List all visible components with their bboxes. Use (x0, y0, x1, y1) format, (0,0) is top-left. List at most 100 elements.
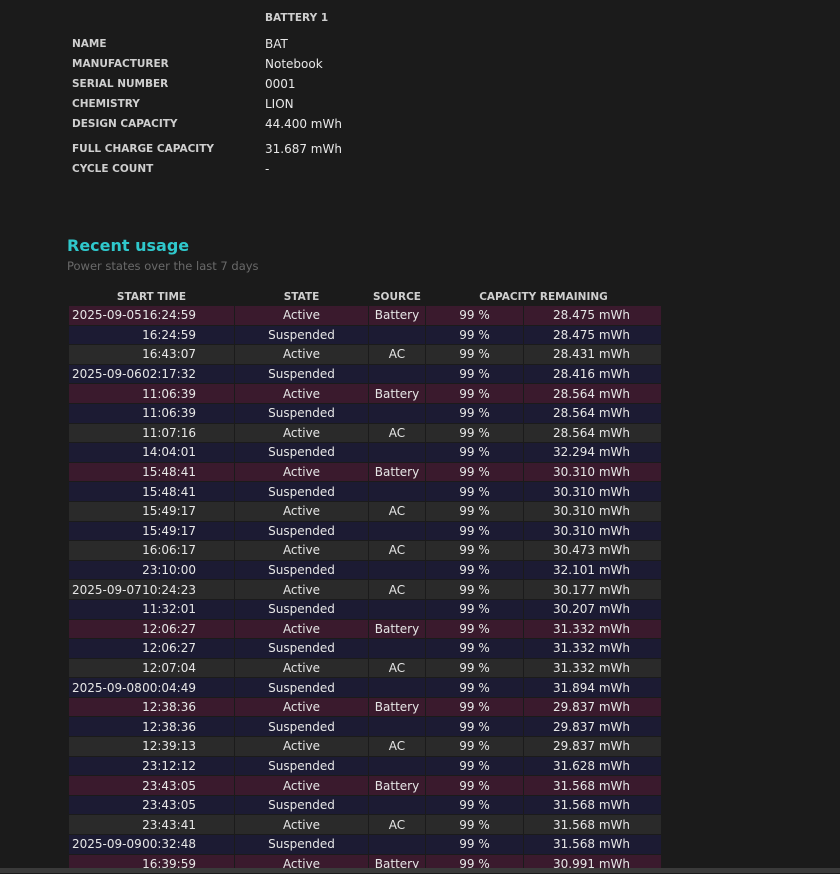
time: 16:06:17 (142, 543, 196, 558)
source-cell (368, 598, 426, 620)
start-time-cell: 2025-09-05 16:24:59 (68, 305, 235, 326)
state-cell: Active (234, 736, 369, 757)
field-value: Notebook (265, 57, 323, 71)
capacity-cell: 32.101 mWh (523, 559, 662, 581)
source-cell (368, 520, 426, 542)
time: 10:24:23 (142, 582, 196, 597)
source-cell (368, 402, 426, 424)
table-row: 15:49:17 Active AC 99 % 30.310 mWh (68, 500, 662, 522)
state-cell: Suspended (234, 402, 369, 424)
field-value: - (265, 162, 270, 176)
capacity-cell: 29.837 mWh (523, 696, 662, 718)
source-cell: AC (368, 540, 426, 561)
start-time-cell: 12:38:36 (68, 696, 235, 718)
col-capacity: CAPACITY REMAINING (479, 290, 608, 303)
source-cell (368, 755, 426, 777)
field-value: 31.687 mWh (265, 142, 342, 156)
table-row: 11:06:39 Active Battery 99 % 28.564 mWh (68, 383, 662, 404)
table-row: 2025-09-05 16:24:59 Active Battery 99 % 2… (68, 305, 662, 326)
state-cell: Active (234, 540, 369, 561)
start-time-cell: 23:43:05 (68, 775, 235, 796)
capacity-cell: 30.177 mWh (523, 579, 662, 600)
percent-cell: 99 % (425, 618, 524, 640)
horizontal-scrollbar[interactable] (0, 868, 840, 873)
source-cell: AC (368, 344, 426, 365)
start-time-cell: 15:49:17 (68, 500, 235, 522)
source-cell: AC (368, 736, 426, 757)
source-cell: Battery (368, 696, 426, 718)
start-time-cell: 16:43:07 (68, 344, 235, 365)
usage-table: START TIME STATE SOURCE CAPACITY REMAINI… (68, 288, 662, 874)
percent-cell: 99 % (425, 520, 524, 542)
source-cell (368, 638, 426, 659)
start-time-cell: 2025-09-06 02:17:32 (68, 363, 235, 385)
time: 23:12:12 (142, 758, 196, 773)
time: 12:39:13 (142, 739, 196, 754)
state-cell: Suspended (234, 677, 369, 698)
state-cell: Suspended (234, 324, 369, 346)
state-cell: Suspended (234, 834, 369, 855)
state-cell: Suspended (234, 559, 369, 581)
state-cell: Suspended (234, 716, 369, 738)
table-row: 12:38:36 Active Battery 99 % 29.837 mWh (68, 696, 662, 718)
capacity-cell: 29.837 mWh (523, 716, 662, 738)
state-cell: Active (234, 344, 369, 365)
table-row: 23:10:00 Suspended 99 % 32.101 mWh (68, 559, 662, 581)
field-value: LION (265, 97, 294, 111)
state-cell: Suspended (234, 638, 369, 659)
start-time-cell: 23:43:41 (68, 814, 235, 836)
percent-cell: 99 % (425, 402, 524, 424)
capacity-cell: 28.564 mWh (523, 383, 662, 404)
capacity-cell: 31.332 mWh (523, 618, 662, 640)
state-cell: Suspended (234, 520, 369, 542)
start-time-cell: 11:07:16 (68, 422, 235, 444)
percent-cell: 99 % (425, 500, 524, 522)
source-cell (368, 363, 426, 385)
source-cell (368, 559, 426, 581)
field-label: FULL CHARGE CAPACITY (72, 143, 214, 155)
table-row: 15:48:41 Suspended 99 % 30.310 mWh (68, 481, 662, 502)
start-time-cell: 12:38:36 (68, 716, 235, 738)
time: 11:06:39 (142, 406, 196, 421)
section-subtitle: Power states over the last 7 days (67, 259, 259, 273)
table-row: 11:07:16 Active AC 99 % 28.564 mWh (68, 422, 662, 444)
time: 16:24:59 (142, 308, 196, 323)
field-label: CHEMISTRY (72, 98, 140, 110)
time: 14:04:01 (142, 445, 196, 460)
start-time-cell: 15:48:41 (68, 481, 235, 502)
source-cell: AC (368, 500, 426, 522)
state-cell: Suspended (234, 363, 369, 385)
start-time-cell: 11:06:39 (68, 383, 235, 404)
col-state: STATE (283, 290, 320, 303)
source-cell: Battery (368, 305, 426, 326)
percent-cell: 99 % (425, 344, 524, 365)
percent-cell: 99 % (425, 794, 524, 816)
table-row: 23:43:05 Suspended 99 % 31.568 mWh (68, 794, 662, 816)
date: 2025-09-05 (72, 308, 142, 323)
source-cell (368, 794, 426, 816)
field-label: NAME (72, 38, 107, 50)
time: 23:10:00 (142, 563, 196, 578)
capacity-cell: 30.207 mWh (523, 598, 662, 620)
col-start-time: START TIME (116, 290, 187, 303)
table-row: 12:38:36 Suspended 99 % 29.837 mWh (68, 716, 662, 738)
date: 2025-09-06 (72, 367, 142, 382)
source-cell: AC (368, 657, 426, 679)
percent-cell: 99 % (425, 755, 524, 777)
capacity-cell: 28.416 mWh (523, 363, 662, 385)
percent-cell: 99 % (425, 442, 524, 463)
start-time-cell: 15:49:17 (68, 520, 235, 542)
percent-cell: 99 % (425, 736, 524, 757)
capacity-cell: 30.310 mWh (523, 500, 662, 522)
state-cell: Suspended (234, 442, 369, 463)
start-time-cell: 16:24:59 (68, 324, 235, 346)
state-cell: Active (234, 814, 369, 836)
source-cell: Battery (368, 383, 426, 404)
start-time-cell: 11:32:01 (68, 598, 235, 620)
percent-cell: 99 % (425, 657, 524, 679)
time: 23:43:05 (142, 778, 196, 793)
table-row: 11:32:01 Suspended 99 % 30.207 mWh (68, 598, 662, 620)
source-cell (368, 442, 426, 463)
percent-cell: 99 % (425, 559, 524, 581)
time: 15:48:41 (142, 465, 196, 480)
